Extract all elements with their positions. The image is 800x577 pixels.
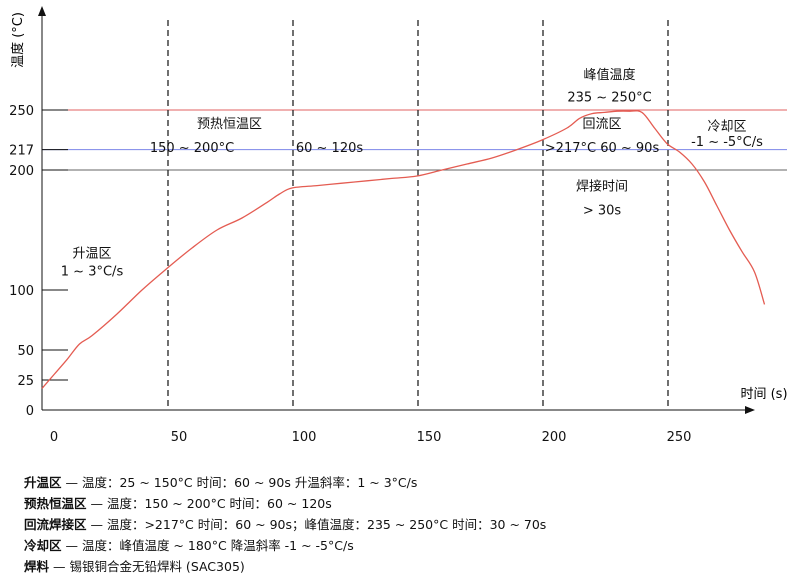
axes xyxy=(38,6,755,414)
annotation: 60 ~ 120s xyxy=(296,141,364,156)
y-tick-label: 25 xyxy=(17,374,34,389)
y-tick-label: 50 xyxy=(17,344,34,359)
annotation: 150 ~ 200°C xyxy=(150,141,234,156)
x-tick-label: 250 xyxy=(667,430,692,445)
note-text: — 温度：峰值温度 ~ 180°C 降温斜率 -1 ~ -5°C/s xyxy=(61,538,354,553)
reflow-chart: 0 50 100 150 200 250 0 25 50 100 200 217 250 升温区 1 ~… xyxy=(9,6,788,445)
reference-lines xyxy=(42,109,787,171)
note-item: 回流焊接区 — 温度：>217°C 时间：60 ~ 90s；峰值温度：235 ~… xyxy=(24,514,546,535)
note-text: — 温度：25 ~ 150°C 时间：60 ~ 90s 升温斜率：1 ~ 3°C… xyxy=(61,475,418,490)
x-tick-label: 200 xyxy=(542,430,567,445)
x-tick-label: 50 xyxy=(171,430,188,445)
annotation: 回流区 xyxy=(582,117,621,132)
notes-list: 升温区 — 温度：25 ~ 150°C 时间：60 ~ 90s 升温斜率：1 ~… xyxy=(24,472,546,577)
x-axis-label: 时间 (s) xyxy=(740,387,787,402)
zone-annotations: 升温区 1 ~ 3°C/s 预热恒温区 150 ~ 200°C 60 ~ 120s 峰值温… xyxy=(61,67,763,280)
x-ticks: 0 50 100 150 200 250 xyxy=(50,430,692,445)
x-tick-label: 150 xyxy=(417,430,442,445)
note-item: 预热恒温区 — 温度：150 ~ 200°C 时间：60 ~ 120s xyxy=(24,493,546,514)
y-tick-label: 100 xyxy=(9,284,34,299)
y-tick-label: 217 xyxy=(9,144,34,159)
note-key: 回流焊接区 xyxy=(24,517,87,532)
note-item: 冷却区 — 温度：峰值温度 ~ 180°C 降温斜率 -1 ~ -5°C/s xyxy=(24,535,546,556)
annotation: 预热恒温区 xyxy=(197,117,262,132)
note-text: — 锡银铜合金无铅焊料 (SAC305) xyxy=(49,559,245,574)
y-axis-label: 温度 (°C) xyxy=(10,12,26,68)
annotation: >217°C 60 ~ 90s xyxy=(545,141,660,156)
note-key: 预热恒温区 xyxy=(24,496,87,511)
note-text: — 温度：>217°C 时间：60 ~ 90s；峰值温度：235 ~ 250°C… xyxy=(86,517,547,532)
annotation: 焊接时间 xyxy=(576,178,628,194)
y-tick-label: 200 xyxy=(9,164,34,179)
annotation: 冷却区 xyxy=(707,119,746,134)
x-tick-label: 100 xyxy=(292,430,317,445)
y-axis-arrow xyxy=(38,6,46,16)
note-key: 焊料 xyxy=(24,559,50,574)
annotation: 升温区 xyxy=(72,247,111,262)
x-tick-label: 0 xyxy=(50,430,58,445)
y-tick-label: 0 xyxy=(26,404,34,419)
x-axis-arrow xyxy=(745,406,755,414)
temperature-curve xyxy=(41,110,766,389)
y-tick-label: 250 xyxy=(9,104,34,119)
note-item: 升温区 — 温度：25 ~ 150°C 时间：60 ~ 90s 升温斜率：1 ~… xyxy=(24,472,546,493)
note-key: 冷却区 xyxy=(24,538,62,553)
annotation: 235 ~ 250°C xyxy=(567,91,651,106)
annotation: -1 ~ -5°C/s xyxy=(691,135,763,150)
note-item: 焊料 — 锡银铜合金无铅焊料 (SAC305) xyxy=(24,556,546,577)
y-ticks: 0 25 50 100 200 217 250 xyxy=(9,104,68,419)
annotation: > 30s xyxy=(583,203,622,218)
annotation: 峰值温度 xyxy=(583,67,635,83)
annotation: 1 ~ 3°C/s xyxy=(61,265,124,280)
zone-dividers xyxy=(167,20,669,410)
note-key: 升温区 xyxy=(24,475,62,490)
note-text: — 温度：150 ~ 200°C 时间：60 ~ 120s xyxy=(86,496,332,511)
